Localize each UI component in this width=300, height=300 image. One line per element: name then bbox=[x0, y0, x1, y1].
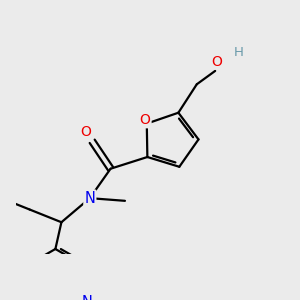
Text: N: N bbox=[82, 295, 92, 300]
Text: N: N bbox=[84, 190, 95, 206]
Text: O: O bbox=[212, 55, 222, 68]
Text: H: H bbox=[234, 46, 244, 59]
Text: O: O bbox=[140, 113, 151, 127]
Text: O: O bbox=[81, 125, 92, 139]
